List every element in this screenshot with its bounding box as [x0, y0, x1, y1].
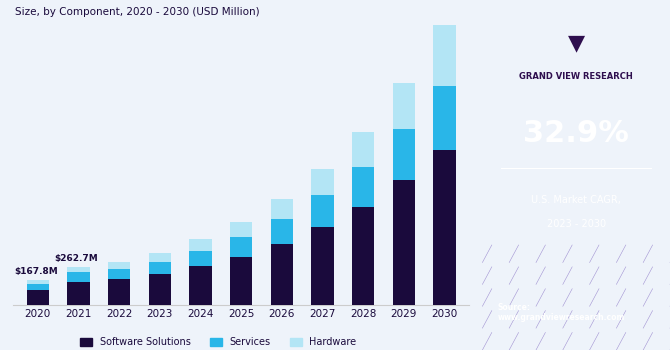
Bar: [230, 222, 253, 237]
Bar: [433, 25, 456, 86]
Bar: [271, 244, 293, 304]
Bar: [149, 253, 171, 262]
Text: 32.9%: 32.9%: [523, 119, 629, 147]
Bar: [230, 257, 253, 304]
Bar: [149, 262, 171, 274]
Bar: [271, 219, 293, 244]
Bar: [67, 282, 90, 304]
Bar: [27, 290, 49, 304]
Bar: [27, 280, 49, 284]
Bar: [27, 284, 49, 290]
Bar: [108, 262, 131, 269]
Legend: Software Solutions, Services, Hardware: Software Solutions, Services, Hardware: [76, 334, 360, 350]
Bar: [312, 227, 334, 304]
Text: 2023 - 2030: 2023 - 2030: [547, 219, 606, 229]
Bar: [312, 169, 334, 195]
Bar: [108, 269, 131, 279]
Bar: [67, 267, 90, 273]
Bar: [393, 180, 415, 304]
Bar: [312, 195, 334, 227]
Bar: [433, 149, 456, 304]
Text: U.S. Market CAGR,: U.S. Market CAGR,: [531, 195, 621, 204]
Bar: [149, 274, 171, 304]
Bar: [67, 273, 90, 282]
Bar: [190, 239, 212, 251]
Bar: [108, 279, 131, 304]
Bar: [271, 199, 293, 219]
Bar: [190, 266, 212, 304]
Bar: [352, 167, 375, 207]
Text: GRAND VIEW RESEARCH: GRAND VIEW RESEARCH: [519, 72, 633, 80]
Bar: [230, 237, 253, 257]
Bar: [352, 132, 375, 167]
Bar: [433, 86, 456, 149]
Text: Size, by Component, 2020 - 2030 (USD Million): Size, by Component, 2020 - 2030 (USD Mil…: [15, 7, 260, 18]
Bar: [190, 251, 212, 266]
Bar: [352, 207, 375, 304]
Text: $167.8M: $167.8M: [14, 267, 58, 276]
Text: ▼: ▼: [567, 34, 585, 54]
Text: $262.7M: $262.7M: [54, 254, 98, 263]
Text: Source:
www.grandviewresearch.com: Source: www.grandviewresearch.com: [497, 303, 625, 322]
Bar: [393, 83, 415, 129]
Bar: [393, 129, 415, 180]
